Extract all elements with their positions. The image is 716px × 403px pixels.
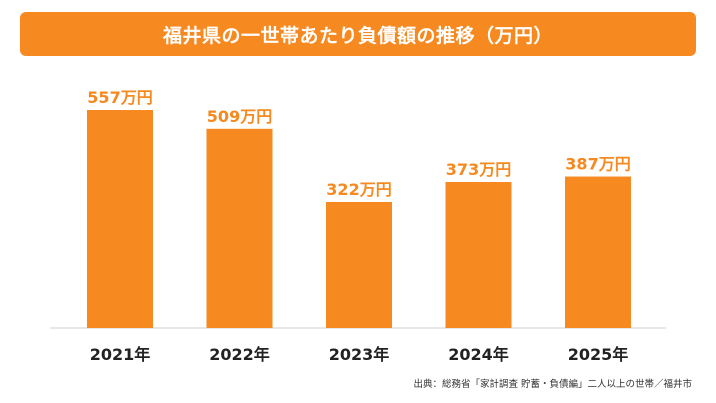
x-tick-label-3: 2024年 bbox=[448, 345, 509, 364]
bar-3 bbox=[445, 182, 512, 328]
data-label-1: 509万円 bbox=[207, 107, 272, 126]
source-note: 出典：総務省「家計調査 貯蓄・負債編」二人以上の世帯／福井市 bbox=[413, 379, 692, 390]
bar-0 bbox=[87, 110, 153, 328]
bar-4 bbox=[565, 176, 631, 328]
x-tick-label-1: 2022年 bbox=[209, 345, 270, 364]
chart-title: 福井県の一世帯あたり負債額の推移（万円） bbox=[162, 24, 553, 47]
data-label-2: 322万円 bbox=[326, 180, 391, 199]
bar-1 bbox=[206, 128, 273, 328]
x-tick-label-4: 2025年 bbox=[568, 345, 629, 364]
x-tick-label-0: 2021年 bbox=[90, 345, 151, 364]
x-tick-label-2: 2023年 bbox=[329, 345, 390, 364]
data-label-3: 373万円 bbox=[446, 160, 511, 179]
data-label-0: 557万円 bbox=[87, 88, 152, 107]
chart-title-banner: 福井県の一世帯あたり負債額の推移（万円） bbox=[20, 12, 696, 56]
data-label-4: 387万円 bbox=[565, 155, 630, 174]
bar-2 bbox=[326, 201, 392, 328]
